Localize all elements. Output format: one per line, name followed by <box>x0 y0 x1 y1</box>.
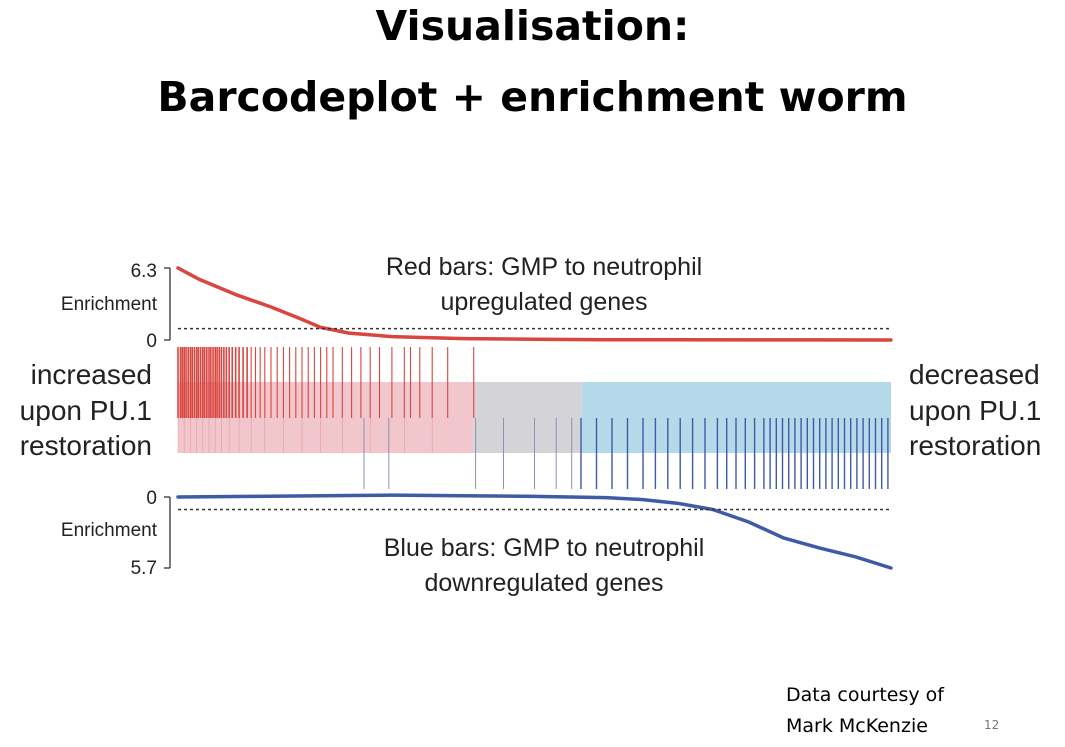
left-label-line1: increased <box>30 359 152 390</box>
band-mid <box>473 382 582 453</box>
bottom-axis-label: Enrichment <box>61 520 158 541</box>
right-label-line3: restoration <box>909 430 1042 461</box>
top-y-max-label: 6.3 <box>131 261 157 282</box>
enrichment-axes <box>164 267 171 569</box>
bottom-worm-title-line1: Blue bars: GMP to neutrophil <box>384 534 705 562</box>
bottom-worm-title-line2: downregulated genes <box>424 569 663 597</box>
credit-line2: Mark McKenzie <box>786 715 928 737</box>
top-enrichment-worm <box>176 266 893 342</box>
left-label-line2: upon PU.1 <box>19 394 152 426</box>
credit-line1: Data courtesy of <box>786 684 944 706</box>
bottom-y-max-label: 5.7 <box>131 558 157 579</box>
barcode-bars <box>177 347 889 489</box>
top-worm-title-line2: upregulated genes <box>440 288 647 316</box>
top-worm-title-line1: Red bars: GMP to neutrophil <box>386 253 702 281</box>
right-side-label: decreased upon PU.1 restoration <box>909 357 1065 464</box>
slide-number: 12 <box>984 718 1000 732</box>
left-label-line3: restoration <box>19 430 152 461</box>
band-up <box>178 382 474 453</box>
bottom-y-min-label: 0 <box>146 488 157 509</box>
left-side-label: increased upon PU.1 restoration <box>6 357 152 464</box>
top-axis-label: Enrichment <box>61 294 158 315</box>
top-y-min-label: 0 <box>146 331 157 352</box>
slide-title-line2: Barcodeplot + enrichment worm <box>157 73 908 121</box>
bottom-enrichment-worm <box>176 493 893 570</box>
slide-title-line1: Visualisation: <box>375 2 690 50</box>
enrichment-worms <box>176 266 893 570</box>
right-label-line1: decreased <box>909 359 1040 390</box>
right-label-line2: upon PU.1 <box>909 394 1042 426</box>
